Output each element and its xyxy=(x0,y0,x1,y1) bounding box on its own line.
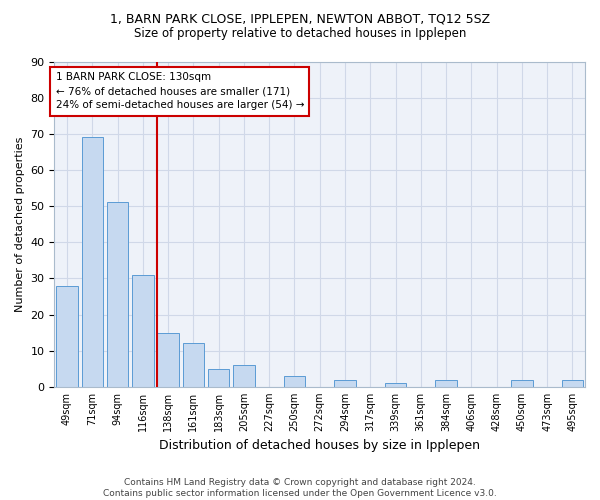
Bar xyxy=(56,286,78,387)
Bar xyxy=(385,383,406,387)
Bar xyxy=(107,202,128,387)
Y-axis label: Number of detached properties: Number of detached properties xyxy=(15,136,25,312)
Bar xyxy=(182,344,204,387)
X-axis label: Distribution of detached houses by size in Ipplepen: Distribution of detached houses by size … xyxy=(159,440,480,452)
Text: Size of property relative to detached houses in Ipplepen: Size of property relative to detached ho… xyxy=(134,28,466,40)
Bar xyxy=(82,138,103,387)
Text: 1, BARN PARK CLOSE, IPPLEPEN, NEWTON ABBOT, TQ12 5SZ: 1, BARN PARK CLOSE, IPPLEPEN, NEWTON ABB… xyxy=(110,12,490,26)
Bar xyxy=(334,380,356,387)
Bar xyxy=(511,380,533,387)
Text: 1 BARN PARK CLOSE: 130sqm
← 76% of detached houses are smaller (171)
24% of semi: 1 BARN PARK CLOSE: 130sqm ← 76% of detac… xyxy=(56,72,304,110)
Bar xyxy=(208,368,229,387)
Text: Contains HM Land Registry data © Crown copyright and database right 2024.
Contai: Contains HM Land Registry data © Crown c… xyxy=(103,478,497,498)
Bar xyxy=(562,380,583,387)
Bar xyxy=(435,380,457,387)
Bar xyxy=(284,376,305,387)
Bar xyxy=(132,275,154,387)
Bar xyxy=(233,365,254,387)
Bar xyxy=(157,332,179,387)
